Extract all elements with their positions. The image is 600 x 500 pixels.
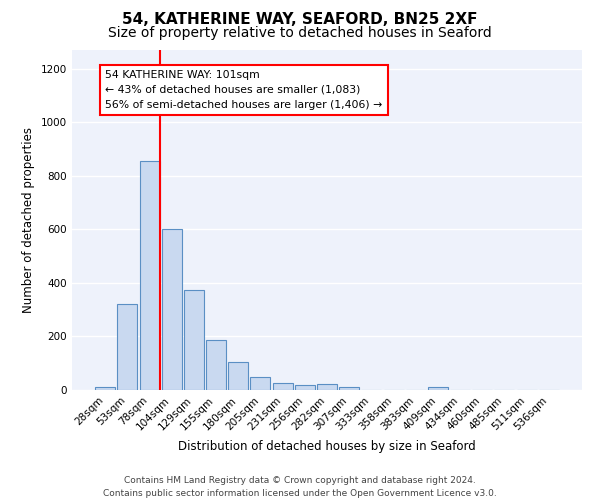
Text: 54, KATHERINE WAY, SEAFORD, BN25 2XF: 54, KATHERINE WAY, SEAFORD, BN25 2XF xyxy=(122,12,478,28)
Bar xyxy=(206,340,226,390)
Bar xyxy=(95,386,115,390)
Text: Contains HM Land Registry data © Crown copyright and database right 2024.
Contai: Contains HM Land Registry data © Crown c… xyxy=(103,476,497,498)
Bar xyxy=(272,384,293,390)
X-axis label: Distribution of detached houses by size in Seaford: Distribution of detached houses by size … xyxy=(178,440,476,453)
Text: 54 KATHERINE WAY: 101sqm
← 43% of detached houses are smaller (1,083)
56% of sem: 54 KATHERINE WAY: 101sqm ← 43% of detach… xyxy=(106,70,383,110)
Text: Size of property relative to detached houses in Seaford: Size of property relative to detached ho… xyxy=(108,26,492,40)
Bar xyxy=(118,304,137,390)
Bar xyxy=(140,161,160,390)
Bar xyxy=(339,388,359,390)
Bar xyxy=(162,230,182,390)
Bar xyxy=(184,290,204,390)
Bar xyxy=(295,385,315,390)
Bar xyxy=(317,384,337,390)
Bar xyxy=(428,388,448,390)
Bar xyxy=(250,377,271,390)
Bar xyxy=(228,362,248,390)
Y-axis label: Number of detached properties: Number of detached properties xyxy=(22,127,35,313)
